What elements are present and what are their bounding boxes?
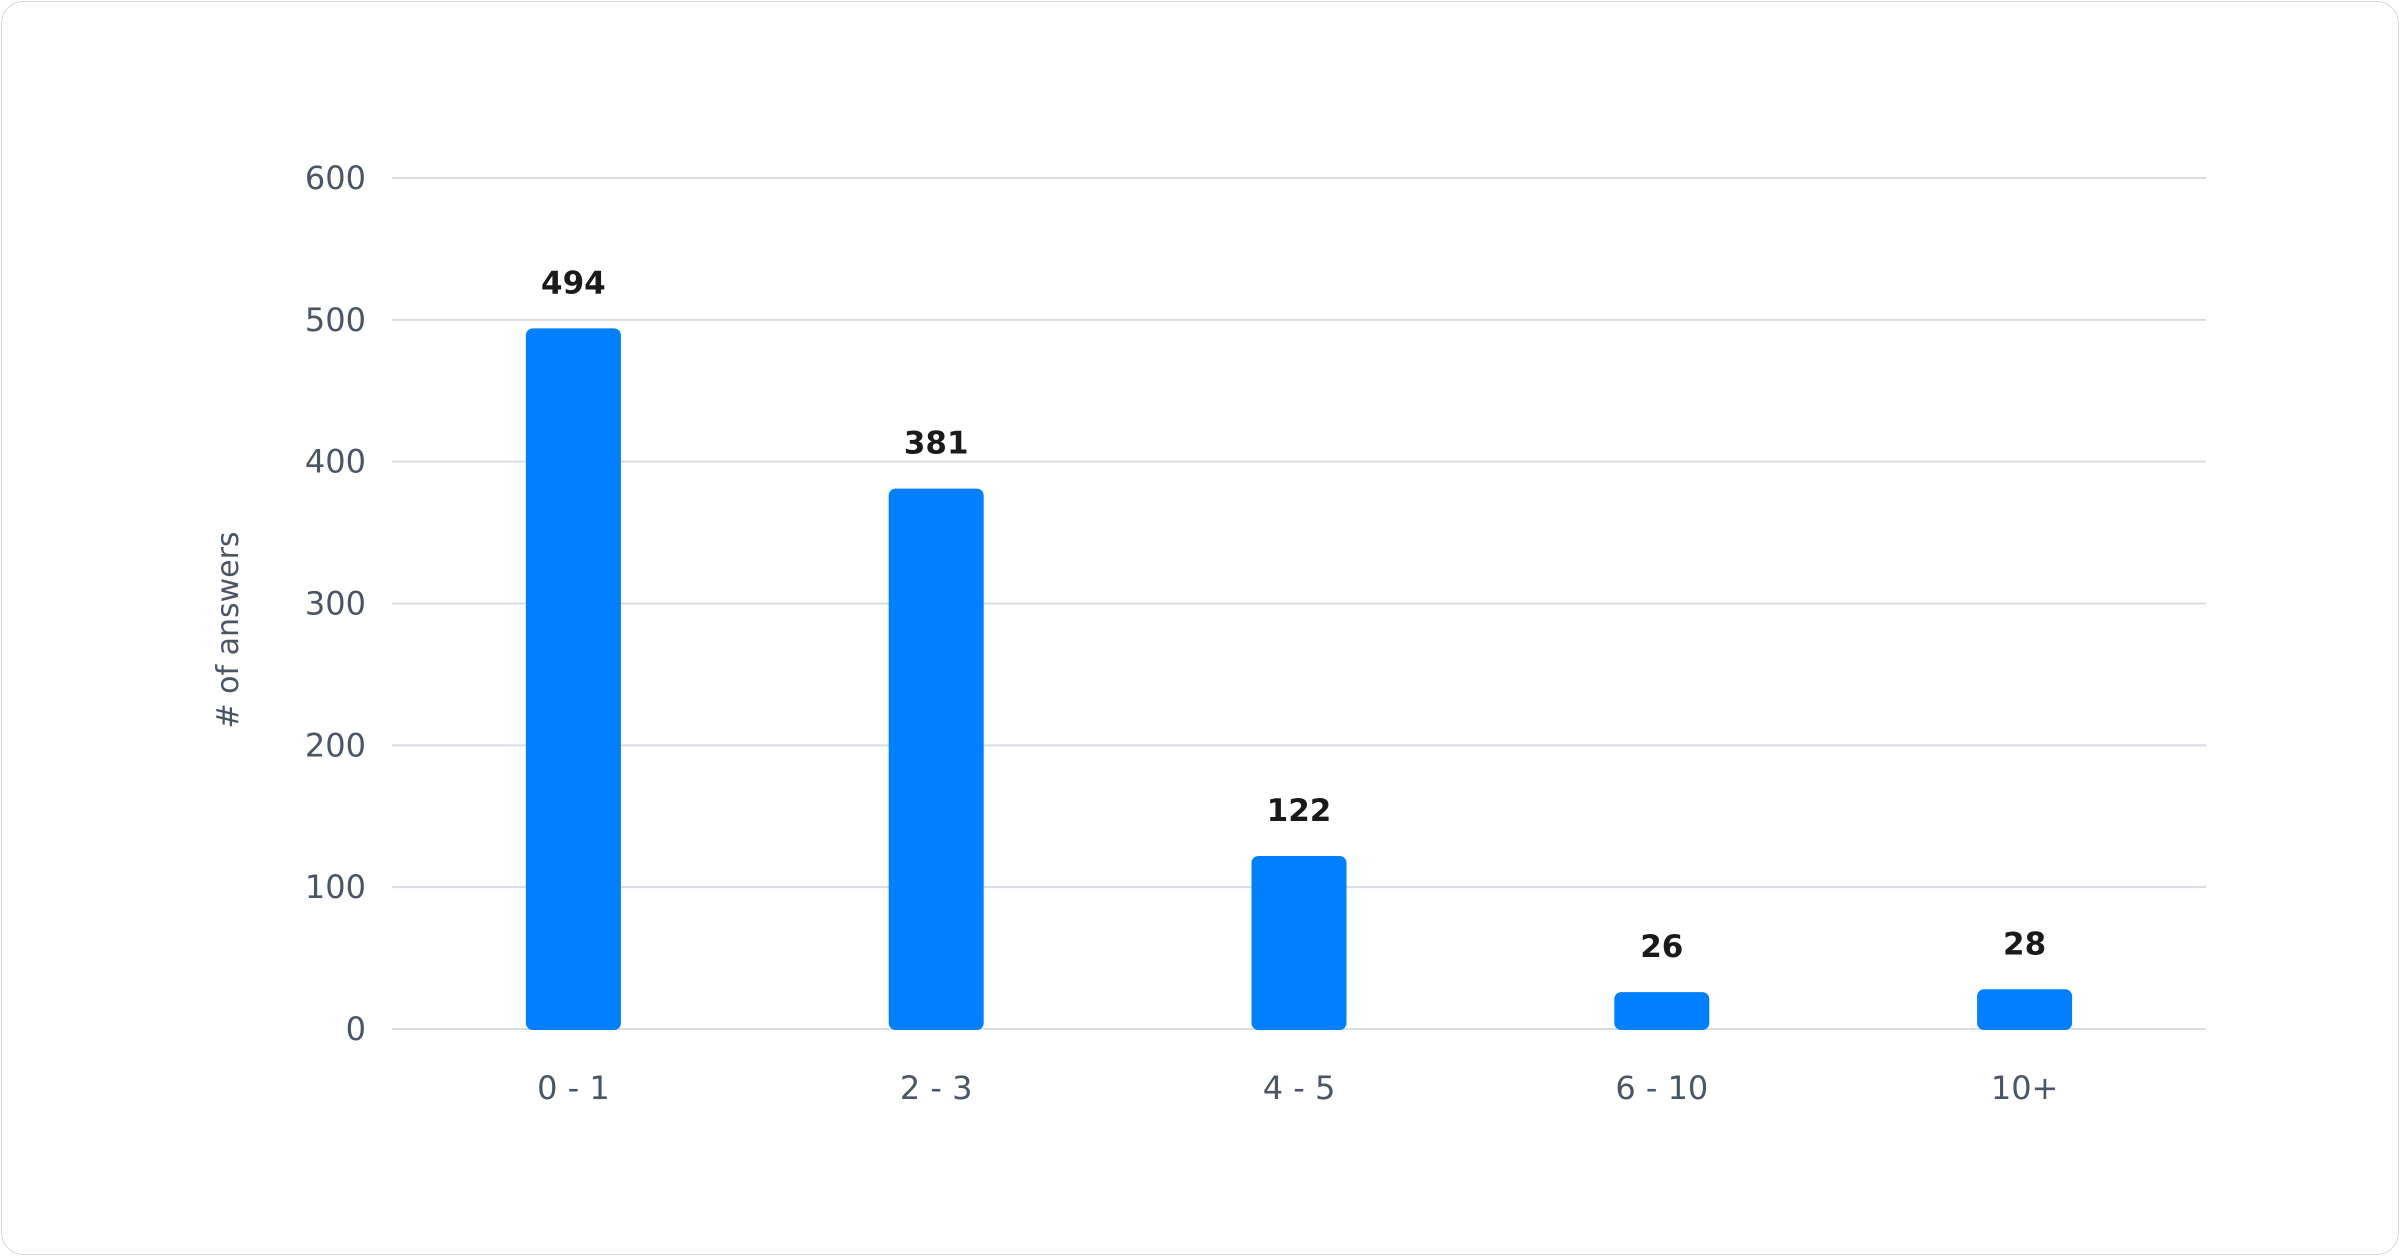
y-tick-label: 100 [305, 868, 366, 906]
y-tick-label: 500 [305, 301, 366, 339]
data-label: 28 [2003, 926, 2046, 962]
data-label: 26 [1640, 929, 1683, 965]
data-label: 381 [904, 426, 969, 462]
x-tick-label: 2 - 3 [900, 1069, 973, 1107]
y-tick-label: 0 [346, 1010, 366, 1048]
data-label: 122 [1267, 793, 1332, 829]
y-tick-label: 400 [305, 443, 366, 481]
x-tick-label: 4 - 5 [1263, 1069, 1336, 1107]
bar [1614, 992, 1710, 1030]
bar [1977, 989, 2073, 1030]
x-tick-label: 6 - 10 [1615, 1069, 1708, 1107]
x-tick-label: 10+ [1991, 1069, 2059, 1107]
bar [1251, 855, 1347, 1030]
y-tick-label: 200 [305, 726, 366, 764]
bar [525, 328, 621, 1030]
data-label: 494 [541, 265, 606, 301]
y-tick-label: 600 [305, 159, 366, 197]
y-tick-label: 300 [305, 585, 366, 623]
x-tick-label: 0 - 1 [537, 1069, 610, 1107]
y-axis-label: # of answers [211, 531, 246, 728]
bar [888, 488, 984, 1030]
